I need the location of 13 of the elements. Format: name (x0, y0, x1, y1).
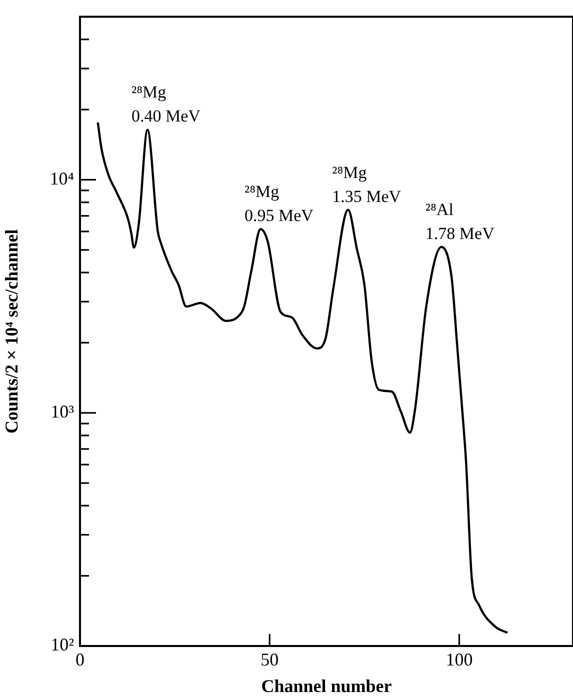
x-tick-label: 100 (446, 650, 473, 670)
y-tick-label: 10² (50, 634, 74, 655)
y-tick-label: 10³ (50, 402, 75, 422)
x-tick-label: 50 (260, 650, 279, 670)
x-tick-label: 0 (76, 650, 84, 670)
annotation: ²⁸Al 1.78 MeV (425, 200, 496, 243)
annotation: ²⁸Mg 0.40 MeV (132, 82, 202, 126)
y-axis-title: Counts/2 × 10⁴ sec/channel (1, 229, 22, 434)
line-series (96, 121, 508, 634)
y-tick-label: 10⁴ (50, 168, 74, 188)
annotation: ²⁸Mg 0.95 MeV (244, 182, 314, 226)
x-axis-title: Channel number (261, 676, 392, 696)
annotation: ²⁸Mg 1.35 MeV (332, 162, 402, 206)
